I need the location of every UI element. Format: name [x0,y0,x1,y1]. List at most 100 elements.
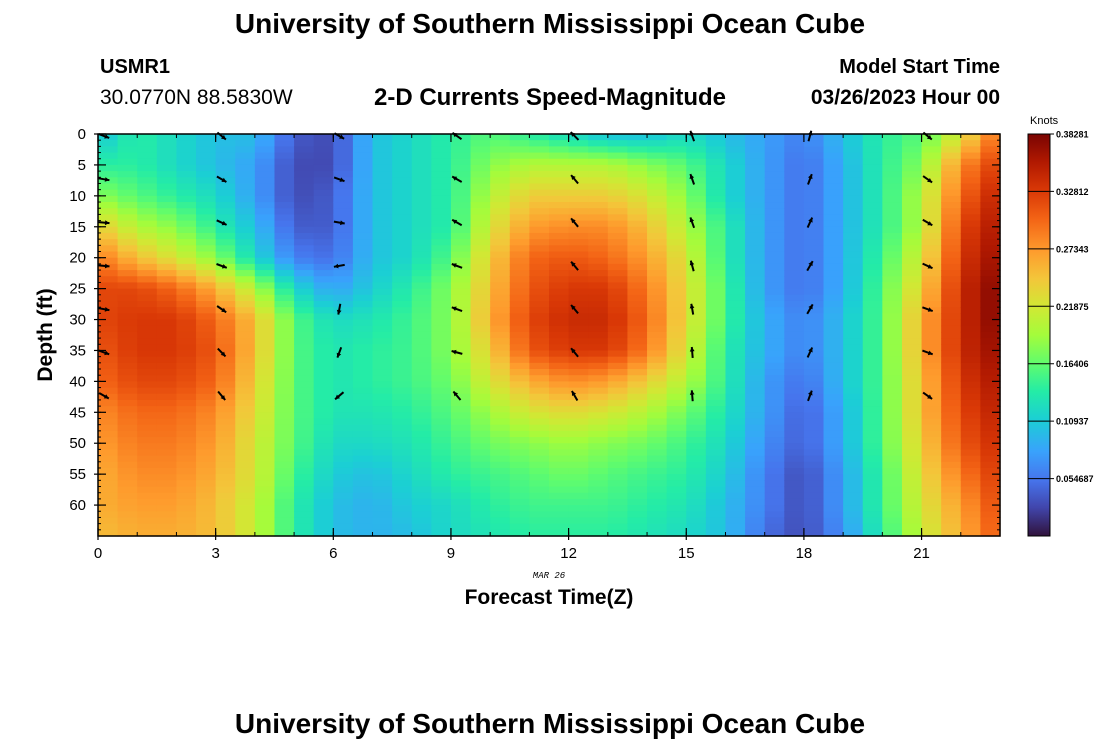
heatmap-cell [215,449,236,457]
heatmap-cell [98,288,119,296]
heatmap-cell [156,449,178,457]
heatmap-cell [823,146,844,154]
heatmap-cell [156,239,178,246]
heatmap-cell [274,523,295,531]
heatmap-cell [98,282,119,290]
heatmap-cell [313,498,334,506]
heatmap-cell [764,282,785,290]
heatmap-cell [960,338,981,345]
heatmap-cell [666,288,687,296]
heatmap-cell [431,313,452,321]
heatmap-cell [411,282,432,290]
heatmap-cell [803,270,825,277]
heatmap-cell [294,202,315,209]
heatmap-cell [882,393,903,401]
heatmap-cell [176,300,197,308]
heatmap-cell [980,195,1001,203]
heatmap-cell [235,270,256,277]
heatmap-cell [764,511,785,519]
heatmap-cell [490,195,511,203]
model-start-value: 03/26/2023 Hour 00 [810,86,1000,109]
heatmap-cell [313,307,334,314]
heatmap-cell [117,195,138,203]
heatmap-cell [882,177,903,185]
heatmap-cell [333,505,354,512]
heatmap-cell [156,214,178,222]
heatmap-cell [862,375,883,382]
heatmap-cell [568,356,589,364]
heatmap-cell [980,183,1001,191]
heatmap-cell [98,245,119,253]
colorbar-tick-label: 0.38281 [1056,129,1089,139]
heatmap-cell [862,294,883,302]
heatmap-cell [333,418,354,426]
heatmap-cell [862,474,883,481]
heatmap-cell [843,263,864,271]
heatmap-cell [431,189,452,197]
heatmap-cell [705,523,727,531]
heatmap-cell [333,288,354,296]
heatmap-cell [941,226,962,234]
heatmap-cell [745,319,766,327]
heatmap-cell [647,202,668,209]
heatmap-cell [333,523,354,531]
heatmap-cell [490,529,511,537]
heatmap-cell [823,412,844,420]
heatmap-cell [529,492,550,500]
heatmap-cell [705,474,727,481]
heatmap-cell [745,523,766,531]
heatmap-cell [588,486,609,494]
heatmap-cell [176,486,197,494]
heatmap-cell [588,270,609,277]
heatmap-cell [215,492,236,500]
heatmap-cell [215,331,236,339]
heatmap-cell [176,461,197,469]
heatmap-cell [803,412,825,420]
heatmap-cell [333,276,354,284]
heatmap-cell [156,325,178,333]
heatmap-cell [607,467,629,475]
heatmap-cell [352,381,374,389]
heatmap-cell [627,449,648,457]
heatmap-cell [313,338,334,345]
heatmap-cell [901,276,923,284]
heatmap-cell [843,455,864,463]
heatmap-cell [176,276,197,284]
colorbar: Knots 0.0546870.109370.164060.218750.273… [1027,115,1094,537]
heatmap-cell [274,443,295,451]
heatmap-cell [392,189,413,197]
heatmap-cell [882,492,903,500]
heatmap-cell [647,239,668,246]
heatmap-cell [490,511,511,519]
heatmap-cell [607,164,629,172]
heatmap-cell [666,412,687,420]
heatmap-cell [607,307,629,314]
heatmap-cell [411,276,432,284]
x-tick-label: 12 [560,545,577,562]
heatmap-cell [411,344,432,352]
heatmap-cell [294,498,315,506]
heatmap-cell [686,331,707,339]
heatmap-cell [588,511,609,519]
heatmap-cell [235,523,256,531]
heatmap-cell [705,517,727,525]
heatmap-cell [176,245,197,253]
heatmap-cell [352,195,374,203]
heatmap-cell [411,393,432,401]
heatmap-cell [215,455,236,463]
heatmap-cell [529,350,550,358]
heatmap-cell [509,338,530,345]
heatmap-cell [274,276,295,284]
heatmap-cell [196,177,217,185]
heatmap-cell [666,239,687,246]
heatmap-cell [960,195,981,203]
heatmap-cell [803,486,825,494]
heatmap-cell [647,331,668,339]
heatmap-cell [411,158,432,166]
heatmap-cell [666,461,687,469]
heatmap-cell [647,171,668,178]
heatmap-cell [647,443,668,451]
heatmap-cell [705,338,727,345]
heatmap-cell [529,276,550,284]
heatmap-cell [882,350,903,358]
